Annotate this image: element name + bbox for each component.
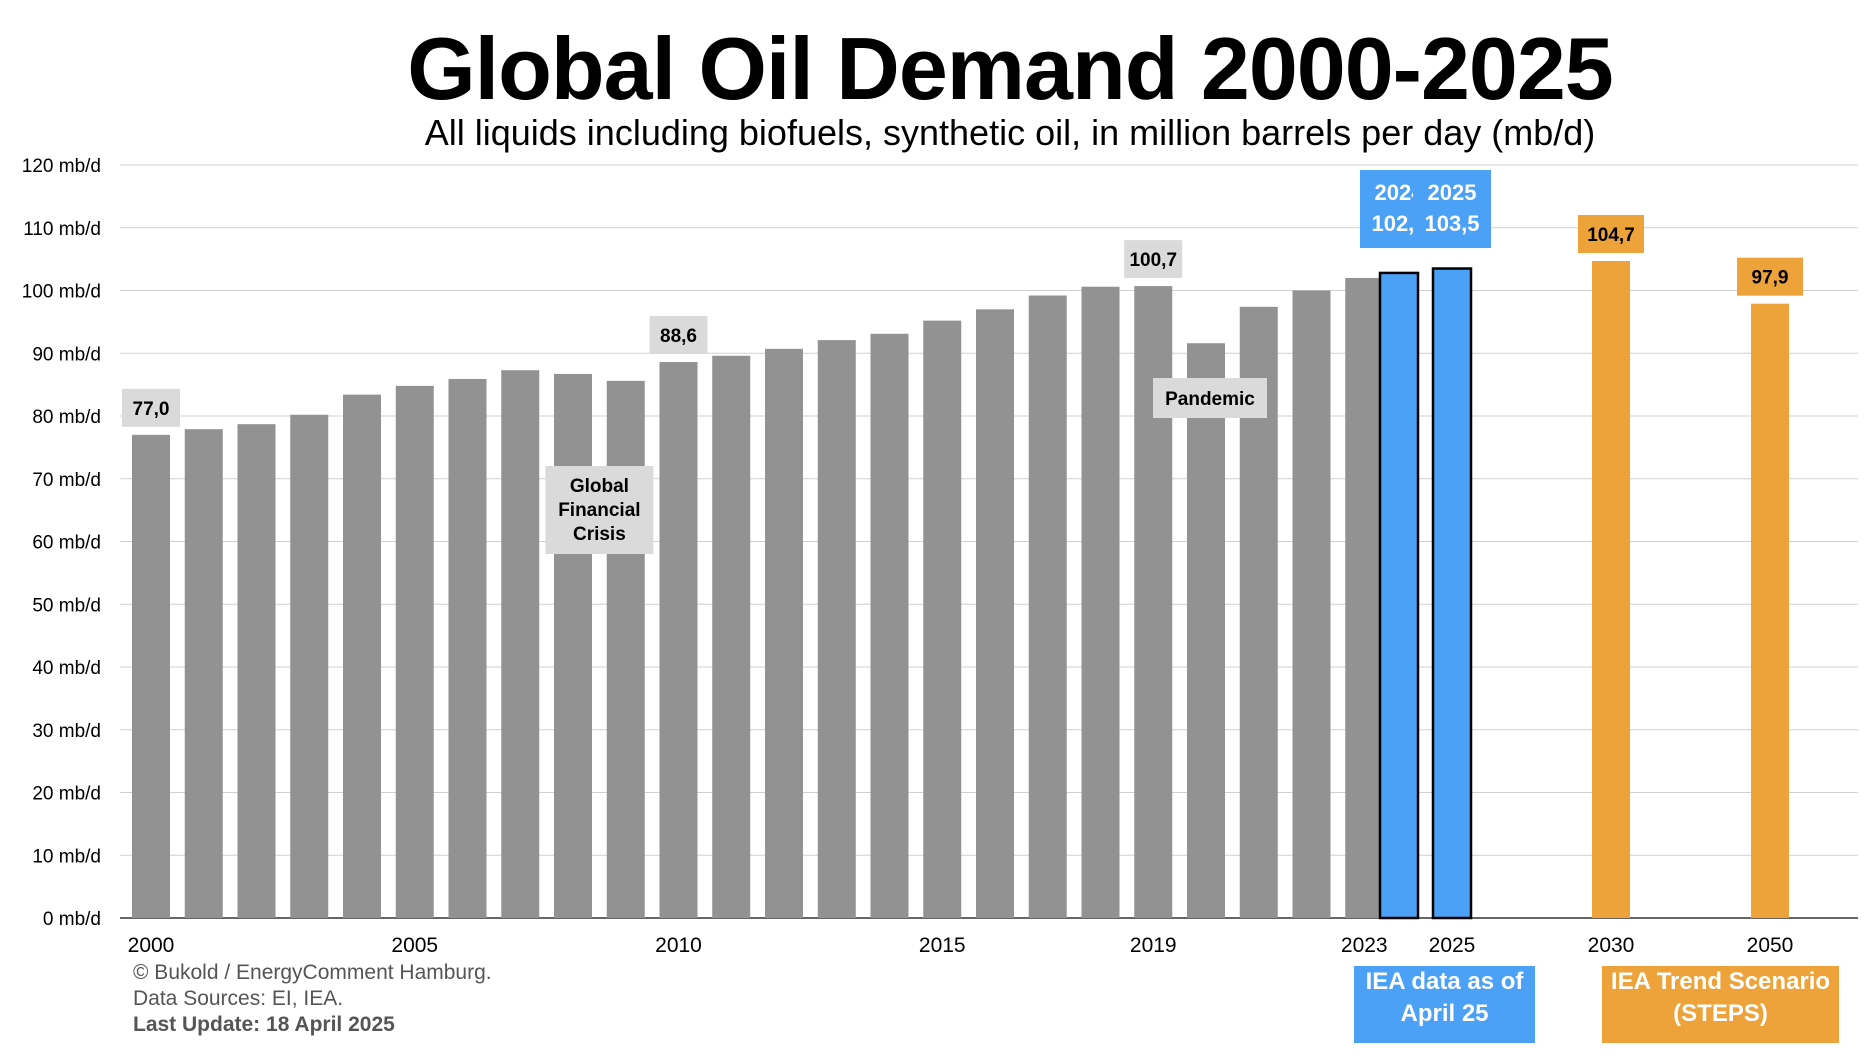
- copyright-line: © Bukold / EnergyComment Hamburg.: [133, 961, 492, 984]
- blue-label-box-2025: [1413, 170, 1491, 248]
- bar-2012: [765, 348, 803, 918]
- x-tick-label: 2050: [1747, 934, 1794, 957]
- value-label-box-2019: [1124, 240, 1183, 279]
- bar-2002: [237, 424, 276, 918]
- bar-2007: [501, 370, 540, 918]
- sources-line: Data Sources: EI, IEA.: [133, 987, 344, 1010]
- annotation-gfc-line: Crisis: [573, 524, 626, 545]
- legend-iea-data-line2: April 25: [1400, 1000, 1489, 1027]
- bar-2006: [448, 378, 487, 918]
- value-label-2019: 100,7: [1129, 250, 1177, 271]
- annotations: Global Financial Crisis Pandemic: [545, 378, 1267, 554]
- value-label-box-2000: [122, 388, 180, 427]
- bar-2010: [659, 362, 698, 918]
- bar-2016: [976, 309, 1014, 918]
- bar-2001: [184, 429, 223, 918]
- chart-title: Global Oil Demand 2000-2025: [407, 19, 1614, 118]
- y-tick-label: 0 mb/d: [43, 909, 101, 930]
- legend-iea-data-line1: IEA data as of: [1365, 968, 1524, 995]
- bar-2015: [923, 320, 962, 918]
- bar-2011: [712, 355, 751, 918]
- y-tick-label: 110 mb/d: [23, 219, 101, 240]
- value-label-2000: 77,0: [133, 399, 170, 420]
- y-tick-label: 80 mb/d: [32, 407, 101, 428]
- legend-iea-steps-line2: (STEPS): [1673, 1000, 1768, 1027]
- annotation-pandemic: Pandemic: [1165, 389, 1255, 410]
- x-tick-label: 2000: [128, 934, 175, 957]
- x-tick-label: 2005: [391, 934, 438, 957]
- y-tick-label: 90 mb/d: [32, 344, 101, 365]
- y-tick-label: 100 mb/d: [22, 282, 101, 303]
- chart-subtitle: All liquids including biofuels, syntheti…: [424, 112, 1596, 153]
- bar-2003: [290, 414, 329, 918]
- y-tick-label: 60 mb/d: [32, 533, 101, 554]
- blue-label-value-2025: 103,5: [1424, 211, 1479, 236]
- bar-2004: [343, 394, 381, 918]
- y-tick-label: 50 mb/d: [32, 595, 101, 616]
- annotation-gfc-line: Global: [570, 476, 629, 497]
- bar-2022: [1292, 290, 1331, 918]
- value-label-2010: 88,6: [660, 326, 697, 347]
- legend-iea-data: IEA data as of April 25: [1354, 966, 1535, 1043]
- bar-2005: [395, 385, 434, 918]
- x-tick-label: 2015: [919, 934, 966, 957]
- bar-2013: [817, 340, 856, 918]
- y-tick-label: 10 mb/d: [32, 846, 101, 867]
- bar-2050: [1751, 303, 1789, 918]
- value-label-2050: 97,9: [1752, 268, 1789, 289]
- x-tick-label: 2019: [1130, 934, 1177, 957]
- bar-2020: [1187, 343, 1225, 919]
- blue-label-year-2025: 2025: [1428, 180, 1477, 205]
- bar-2009: [606, 380, 645, 918]
- bar-2000: [132, 434, 170, 918]
- y-tick-label: 20 mb/d: [32, 784, 101, 805]
- y-tick-label: 30 mb/d: [32, 721, 101, 742]
- annotation-box-gfc: [545, 466, 654, 554]
- x-tick-label: 2023: [1341, 934, 1388, 957]
- x-tick-label: 2025: [1429, 934, 1476, 957]
- bars: [132, 261, 1789, 920]
- bar-2014: [870, 333, 909, 918]
- y-tick-label: 120 mb/d: [22, 156, 101, 177]
- legend-iea-steps-line1: IEA Trend Scenario: [1610, 968, 1831, 995]
- y-axis-ticks: 0 mb/d 10 mb/d 20 mb/d 30 mb/d 40 mb/d 50 mb/…: [22, 156, 101, 930]
- y-tick-label: 40 mb/d: [32, 658, 101, 679]
- value-label-2030: 104,7: [1587, 225, 1635, 246]
- value-label-box-2010: [649, 316, 708, 355]
- x-axis-ticks: 2000 2005 2010 2015 2019 2023 2025 2030 2050: [128, 934, 1794, 957]
- bar-2024: [1378, 271, 1420, 920]
- value-label-box-2050: [1737, 257, 1803, 296]
- y-tick-label: 70 mb/d: [32, 470, 101, 491]
- annotation-box-pandemic: [1153, 378, 1267, 418]
- legend-iea-steps: IEA Trend Scenario (STEPS): [1602, 966, 1839, 1043]
- bar-2023: [1345, 277, 1384, 918]
- footer-credits: © Bukold / EnergyComment Hamburg. Data S…: [133, 960, 492, 1038]
- value-label-box-2030: [1578, 215, 1644, 254]
- bar-2017: [1028, 295, 1067, 918]
- x-tick-label: 2010: [655, 934, 702, 957]
- bar-2030: [1592, 261, 1630, 918]
- bar-2025: [1431, 267, 1473, 920]
- annotation-gfc-line: Financial: [558, 500, 640, 521]
- last-update-line: Last Update: 18 April 2025: [133, 1013, 395, 1036]
- x-tick-label: 2030: [1588, 934, 1635, 957]
- bar-2008: [554, 373, 592, 918]
- bar-2018: [1081, 286, 1120, 918]
